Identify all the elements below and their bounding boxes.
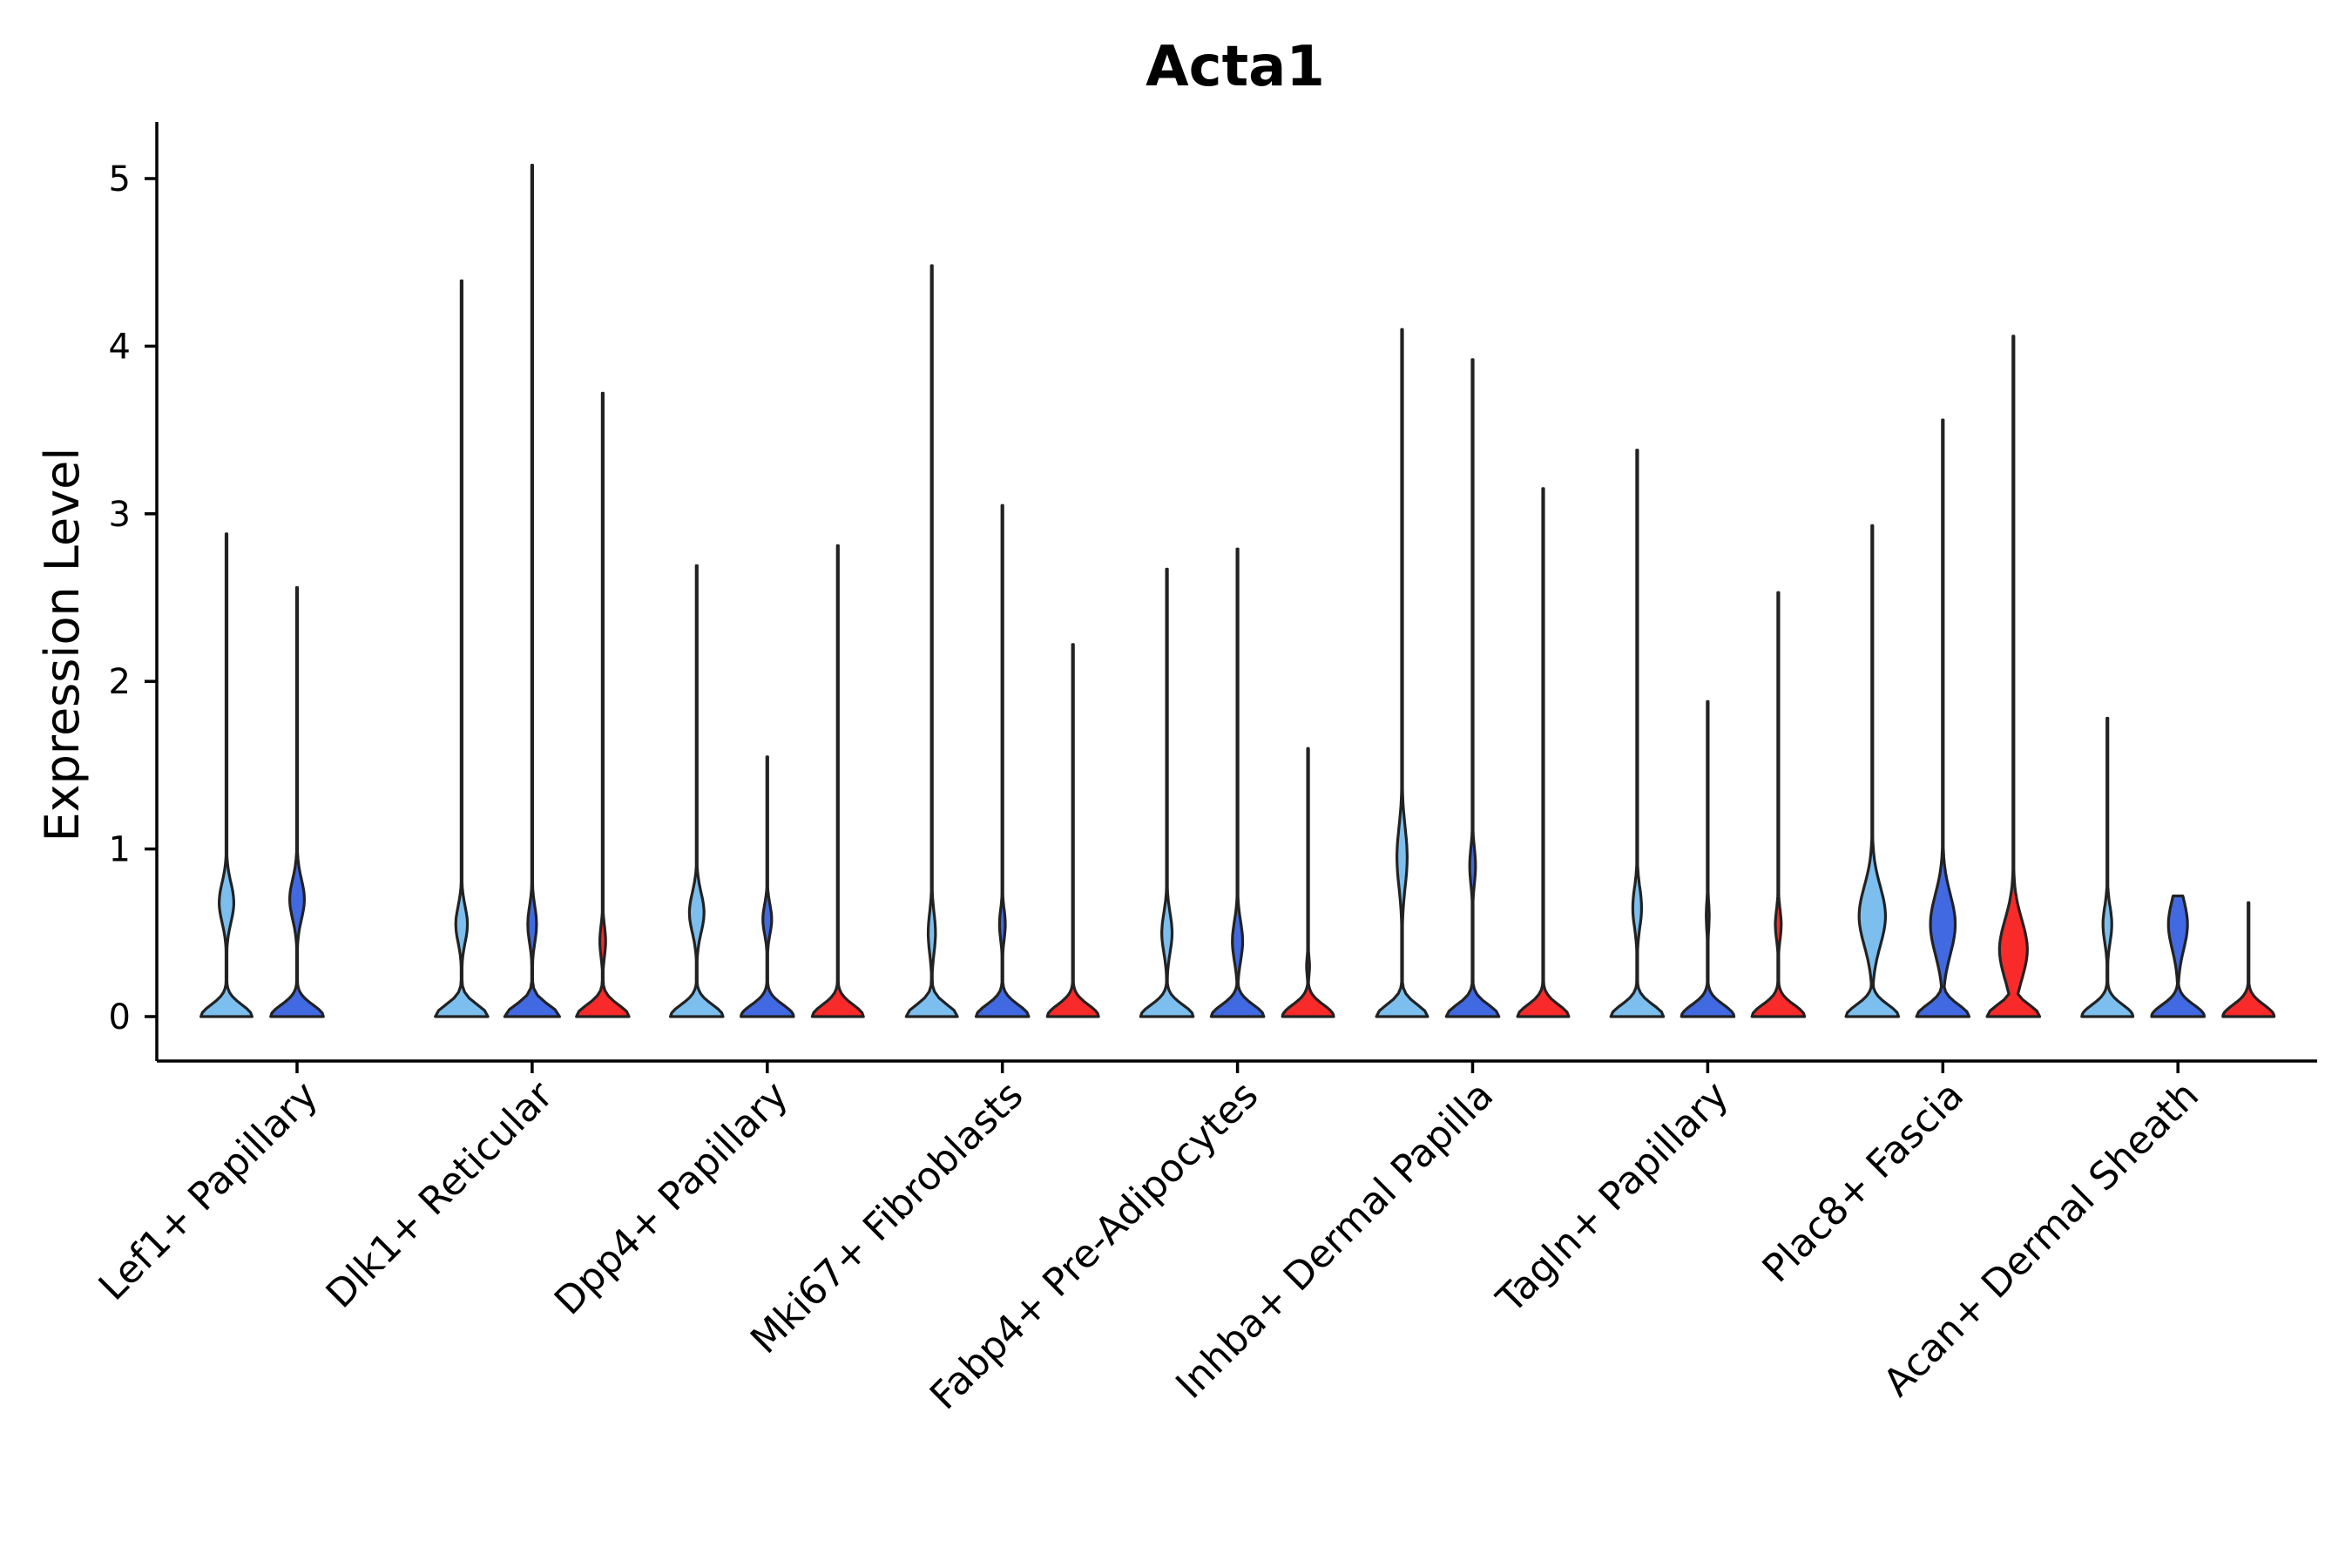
y-tick-label: 0 (109, 997, 131, 1037)
x-tick-label: Dpp4+ Papillary (546, 1073, 797, 1324)
violin-5-2 (1516, 487, 1571, 1018)
violin-4-0 (1139, 567, 1195, 1018)
violin-6-2 (1750, 591, 1807, 1018)
y-tick-label: 5 (109, 159, 131, 199)
violin-5-0 (1375, 328, 1429, 1018)
violin-8-0 (2080, 716, 2135, 1018)
x-tick-label: Tagln+ Papillary (1488, 1073, 1737, 1322)
y-ticks: 0 1 2 3 4 5 (109, 159, 157, 1037)
violin-2-0 (669, 564, 725, 1018)
x-tick-label: Lef1+ Papillary (91, 1073, 327, 1309)
violin-3-1 (974, 504, 1031, 1018)
x-tick-label: Dlk1+ Reticular (318, 1072, 563, 1317)
violin-0-0 (199, 532, 253, 1018)
violin-4-1 (1209, 547, 1266, 1018)
violin-5-1 (1444, 358, 1501, 1018)
violin-1-0 (434, 279, 490, 1018)
violin-6-1 (1680, 700, 1736, 1018)
violin-1-1 (503, 164, 561, 1018)
violin-8-1 (2150, 894, 2206, 1018)
violin-2-2 (810, 544, 865, 1018)
violin-2-1 (740, 755, 795, 1018)
x-tick-label: Plac8+ Fascia (1754, 1073, 1973, 1292)
violin-6-0 (1609, 449, 1666, 1018)
y-tick-label: 1 (109, 830, 131, 870)
y-tick-label: 3 (109, 495, 131, 535)
violin-7-0 (1844, 524, 1901, 1018)
chart-title: Acta1 (1146, 35, 1325, 99)
violin-7-2 (1985, 335, 2042, 1018)
violin-3-0 (904, 264, 959, 1018)
violin-8-2 (2221, 901, 2276, 1018)
y-axis-label: Expression Level (35, 448, 90, 842)
violin-0-1 (269, 585, 325, 1018)
violins-layer (199, 164, 2276, 1018)
y-tick-label: 4 (109, 327, 131, 367)
violin-1-2 (575, 391, 631, 1018)
violin-4-2 (1281, 747, 1335, 1018)
y-tick-label: 2 (109, 662, 131, 702)
violin-3-2 (1045, 643, 1100, 1018)
violin-7-1 (1915, 418, 1971, 1018)
